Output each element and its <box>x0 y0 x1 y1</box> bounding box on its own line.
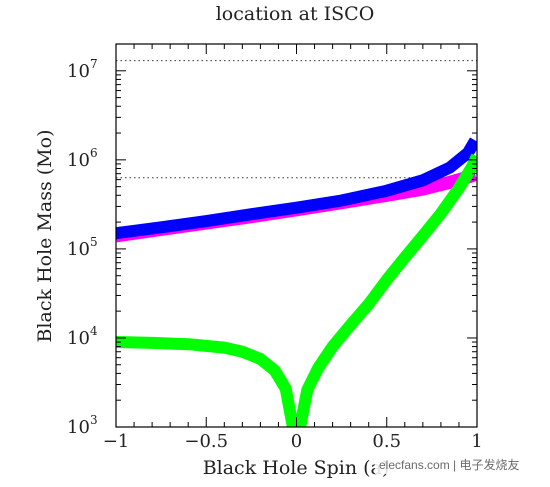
y-tick-exponent: 5 <box>90 235 98 249</box>
x-axis-label: Black Hole Spin (a) <box>203 457 390 479</box>
y-axis-label: Black Hole Mass (Mo) <box>34 130 56 343</box>
y-tick-exponent: 3 <box>90 413 98 427</box>
x-tick-label: 0.5 <box>372 431 401 452</box>
y-tick-label: 10 <box>67 417 90 438</box>
x-tick-label: 0 <box>291 431 302 452</box>
plot-area <box>116 60 477 427</box>
chart-title: location at ISCO <box>216 3 375 25</box>
y-tick-exponent: 4 <box>90 324 98 338</box>
x-axis: −1 −0.5 0 0.5 1 <box>103 44 483 452</box>
y-tick-exponent: 6 <box>90 146 98 160</box>
x-tick-label: −0.5 <box>184 431 228 452</box>
y-tick-label: 10 <box>67 150 90 171</box>
series-line-3 <box>116 153 477 427</box>
x-tick-label: −1 <box>103 431 130 452</box>
y-tick-label: 10 <box>67 239 90 260</box>
y-tick-label: 10 <box>67 61 90 82</box>
series-line-2 <box>116 137 477 240</box>
x-tick-label: 1 <box>471 431 482 452</box>
watermark-text: elecfans.com | 电子发烧友 <box>375 455 524 474</box>
y-tick-label: 10 <box>67 328 90 349</box>
y-tick-exponent: 7 <box>90 57 98 71</box>
